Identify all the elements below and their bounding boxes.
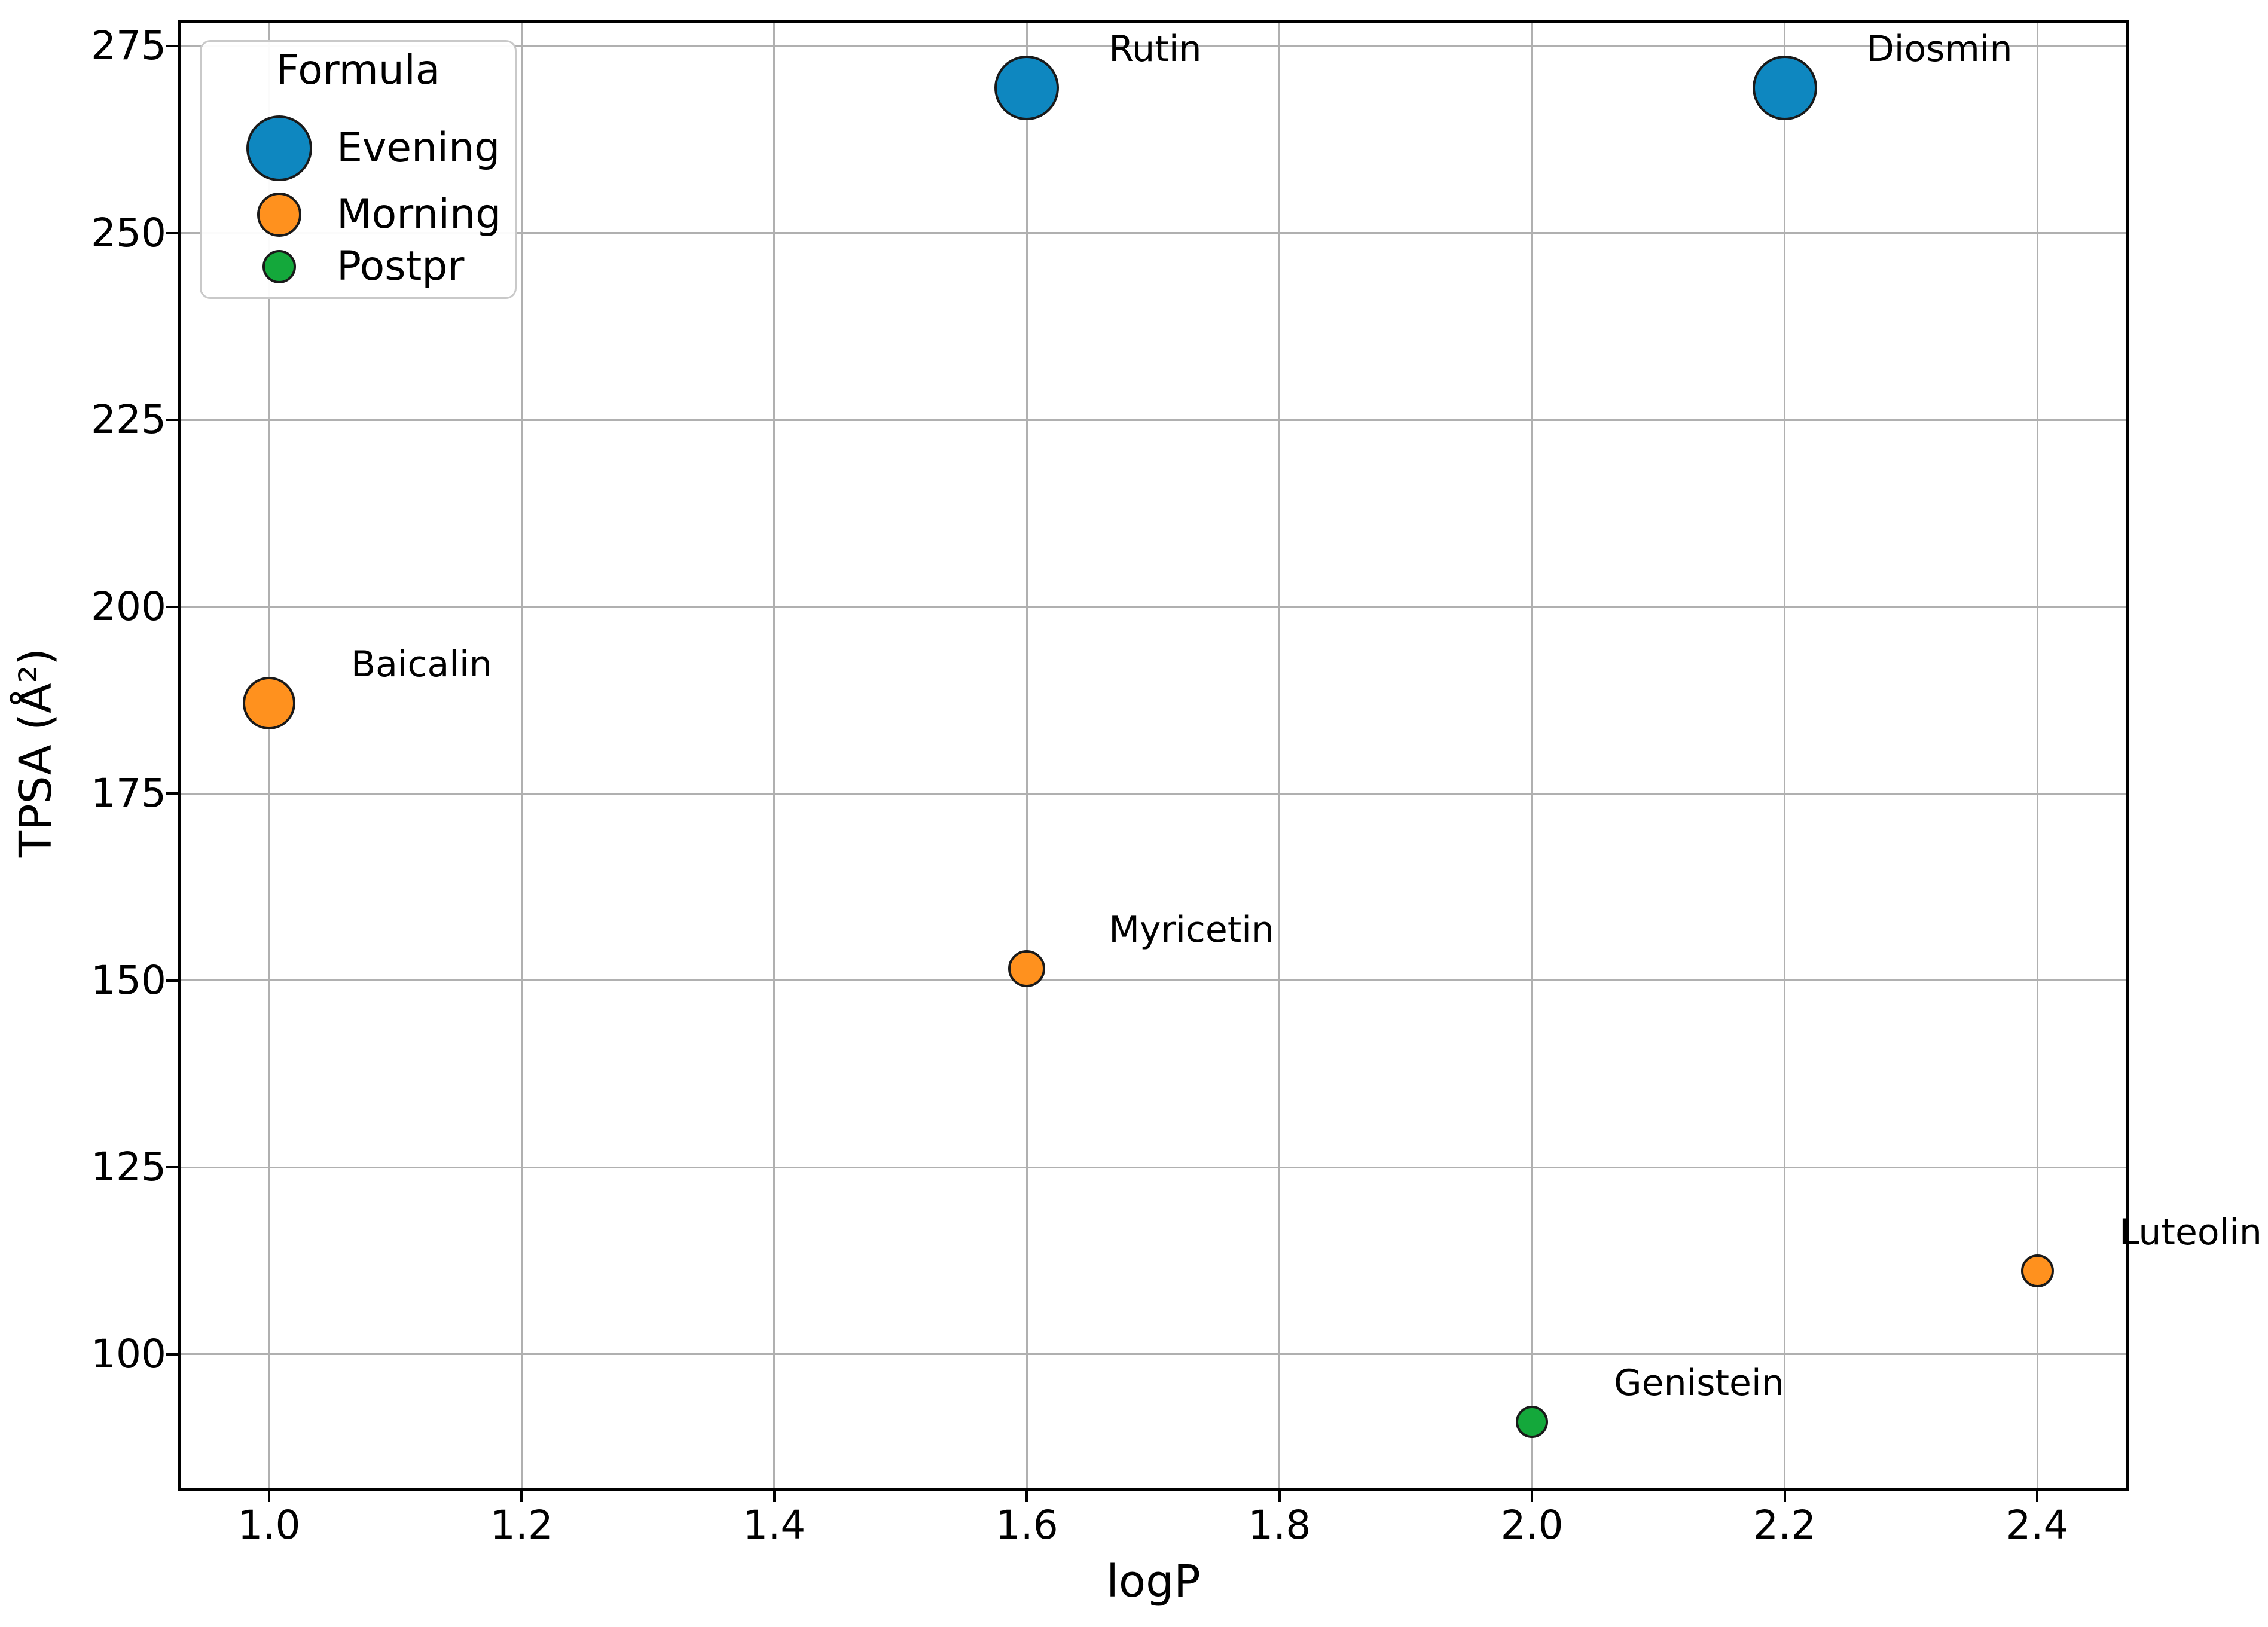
x-tick-label-2.4: 2.4 [2006,1502,2069,1548]
y-tick-label-125: 125 [91,1144,166,1191]
gridline-y-125 [179,1166,2127,1168]
y-tickmark-275 [166,45,179,47]
y-tickmark-150 [166,979,179,982]
x-axis-label: logP [1106,1556,1201,1607]
y-tick-label-225: 225 [91,396,166,443]
gridline-x-1.8 [1278,21,1281,1489]
y-tick-label-100: 100 [91,1330,166,1377]
y-tick-label-200: 200 [91,583,166,630]
data-point-baicalin [242,676,295,729]
y-axis-label: TPSA (Å²) [10,648,62,858]
x-tickmark-1.4 [773,1489,776,1502]
x-tickmark-1.2 [520,1489,523,1502]
gridline-y-175 [179,792,2127,795]
annotation-baicalin: Baicalin [350,643,492,685]
y-tickmark-100 [166,1353,179,1356]
data-point-diosmin [1752,56,1817,120]
gridline-x-2.4 [2036,21,2038,1489]
y-tick-label-275: 275 [91,23,166,69]
gridline-y-250 [179,232,2127,234]
gridline-y-275 [179,45,2127,47]
y-tickmark-250 [166,231,179,234]
legend-marker-evening [246,115,312,181]
y-tickmark-225 [166,419,179,422]
data-point-genistein [1516,1406,1549,1439]
x-tickmark-2.2 [1783,1489,1786,1502]
x-tick-label-1.2: 1.2 [490,1502,553,1548]
gridline-x-1.6 [1025,21,1028,1489]
x-tickmark-2.4 [2036,1489,2039,1502]
legend-marker-postpr [262,250,296,283]
annotation-genistein: Genistein [1614,1362,1784,1405]
x-tick-label-2.2: 2.2 [1753,1502,1817,1548]
gridline-y-150 [179,979,2127,982]
legend-title: Formula [276,47,441,94]
x-tick-label-1.0: 1.0 [237,1502,301,1548]
gridline-y-225 [179,419,2127,421]
x-tickmark-1.0 [267,1489,270,1502]
x-tick-label-1.4: 1.4 [743,1502,806,1548]
annotation-myricetin: Myricetin [1109,908,1275,951]
x-tickmark-1.6 [1025,1489,1028,1502]
y-tickmark-200 [166,605,179,608]
gridline-y-100 [179,1353,2127,1356]
legend-marker-morning [257,193,301,237]
gridline-y-200 [179,606,2127,608]
gridline-x-2.2 [1784,21,1786,1489]
x-tickmark-1.8 [1278,1489,1281,1502]
gridline-x-1.4 [773,21,776,1489]
x-tickmark-2.0 [1531,1489,1534,1502]
annotation-diosmin: Diosmin [1866,28,2013,70]
y-tick-label-175: 175 [91,770,166,817]
x-tick-label-1.8: 1.8 [1248,1502,1311,1548]
legend: Formula Evening Morning Postpr [200,40,517,299]
data-point-luteolin [2020,1254,2054,1288]
y-tickmark-125 [166,1166,179,1169]
annotation-luteolin: Luteolin [2119,1211,2262,1253]
x-tick-label-1.6: 1.6 [995,1502,1058,1548]
gridline-x-1.0 [268,21,270,1489]
legend-label-postpr: Postpr [337,243,465,290]
y-tick-label-250: 250 [91,209,166,256]
legend-label-morning: Morning [337,191,502,238]
gridline-x-1.2 [520,21,523,1489]
annotation-rutin: Rutin [1109,28,1202,70]
gridline-x-2.0 [1531,21,1533,1489]
x-tick-label-2.0: 2.0 [1500,1502,1564,1548]
plot-area-border [178,20,2129,1491]
data-point-myricetin [1008,950,1046,987]
data-point-rutin [994,56,1060,120]
legend-label-evening: Evening [337,124,500,172]
y-tick-label-150: 150 [91,957,166,1003]
y-tickmark-175 [166,792,179,795]
